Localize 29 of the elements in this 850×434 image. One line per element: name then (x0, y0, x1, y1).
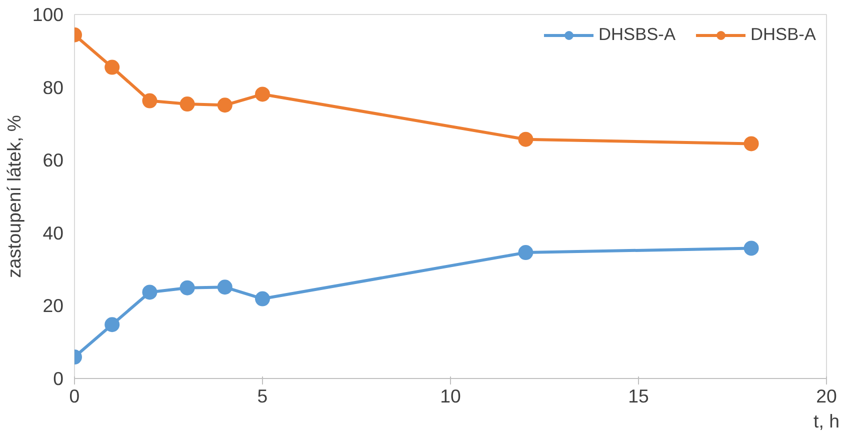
point (104, 60, 120, 75)
point (142, 93, 158, 108)
point (104, 317, 120, 332)
y-tick-label: 60 (42, 150, 64, 171)
point (180, 280, 195, 296)
point (180, 96, 195, 112)
x-tick-label: 0 (69, 386, 80, 406)
x-tick-label: 10 (440, 386, 461, 406)
point (217, 98, 232, 113)
y-tick-label: 0 (53, 368, 64, 389)
legend-label: DHSB-A (750, 24, 816, 45)
point (518, 132, 534, 147)
x-tick-label: 20 (816, 386, 837, 406)
legend-label: DHSBS-A (598, 24, 676, 45)
point (217, 280, 232, 295)
point (255, 291, 270, 306)
point (142, 284, 158, 300)
point (255, 86, 270, 102)
x-tick-label: 5 (257, 386, 268, 406)
y-tick-label: 40 (42, 222, 64, 244)
x-axis-title: t, h (814, 410, 840, 432)
y-tick-label: 100 (32, 4, 64, 25)
point (744, 136, 759, 152)
y-axis-title: zastoupení látek, % (3, 115, 24, 278)
point (744, 240, 759, 256)
x-tick-label: 15 (628, 386, 649, 406)
point (518, 245, 534, 260)
y-tick-label: 80 (42, 76, 64, 98)
y-tick-label: 20 (42, 295, 64, 316)
